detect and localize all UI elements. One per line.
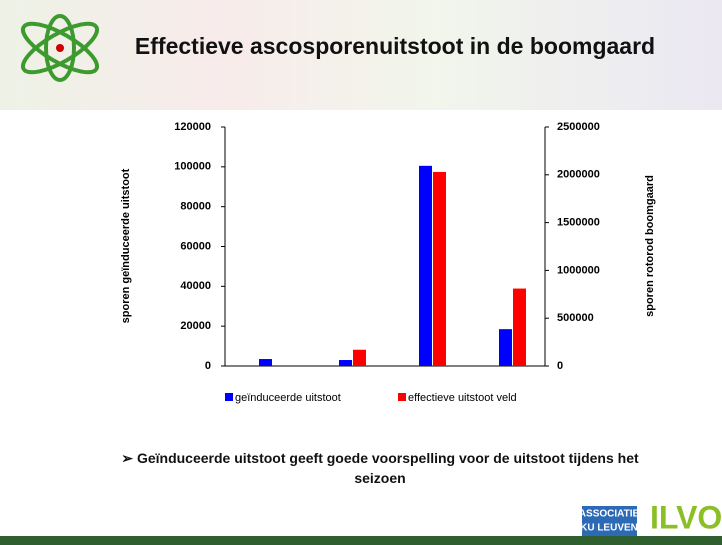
y-tick-label: 80000 — [180, 201, 211, 213]
logo-text: KU LEUVEN — [580, 523, 638, 534]
logo-text: ILVO — [650, 499, 722, 535]
bar — [433, 172, 446, 366]
footer-bar — [0, 536, 722, 545]
slide: ASSOCIATIE KU LEUVEN ILVO sporen geïnduc… — [0, 0, 722, 545]
bar — [339, 360, 352, 366]
y-tick-label: 20000 — [180, 320, 211, 332]
y2-tick-label: 2000000 — [557, 169, 600, 181]
legend-label: effectieve uitstoot veld — [408, 392, 517, 404]
y-tick-label: 60000 — [180, 240, 211, 252]
y2-tick-label: 500000 — [557, 312, 594, 324]
y2-tick-label: 0 — [557, 360, 563, 372]
bar — [499, 329, 512, 366]
bar — [259, 359, 272, 366]
y2-tick-label: 2500000 — [557, 121, 600, 133]
y-tick-label: 100000 — [174, 161, 211, 173]
bar — [513, 289, 526, 366]
y2-tick-label: 1500000 — [557, 217, 600, 229]
bar — [419, 166, 432, 366]
legend-label: geïnduceerde uitstoot — [235, 392, 341, 404]
y-axis-title: sporen geïnduceerde uitstoot — [120, 168, 132, 323]
bullet-text: ➢ Geïnduceerde uitstoot geeft goede voor… — [100, 448, 660, 488]
bar — [353, 350, 366, 366]
y2-tick-label: 1000000 — [557, 264, 600, 276]
legend-swatch — [225, 393, 233, 401]
y2-axis-title: sporen rotorod boomgaard — [644, 175, 656, 317]
legend-swatch — [398, 393, 406, 401]
y-tick-label: 0 — [205, 360, 211, 372]
logo-text: ASSOCIATIE — [579, 509, 640, 520]
bullet-text: Geïnduceerde uitstoot geeft goede voorsp… — [137, 450, 639, 486]
y-tick-label: 120000 — [174, 121, 211, 133]
atom-logo — [17, 15, 104, 81]
y-tick-label: 40000 — [180, 280, 211, 292]
slide-title: Effectieve ascosporenuitstoot in de boom… — [130, 30, 660, 62]
